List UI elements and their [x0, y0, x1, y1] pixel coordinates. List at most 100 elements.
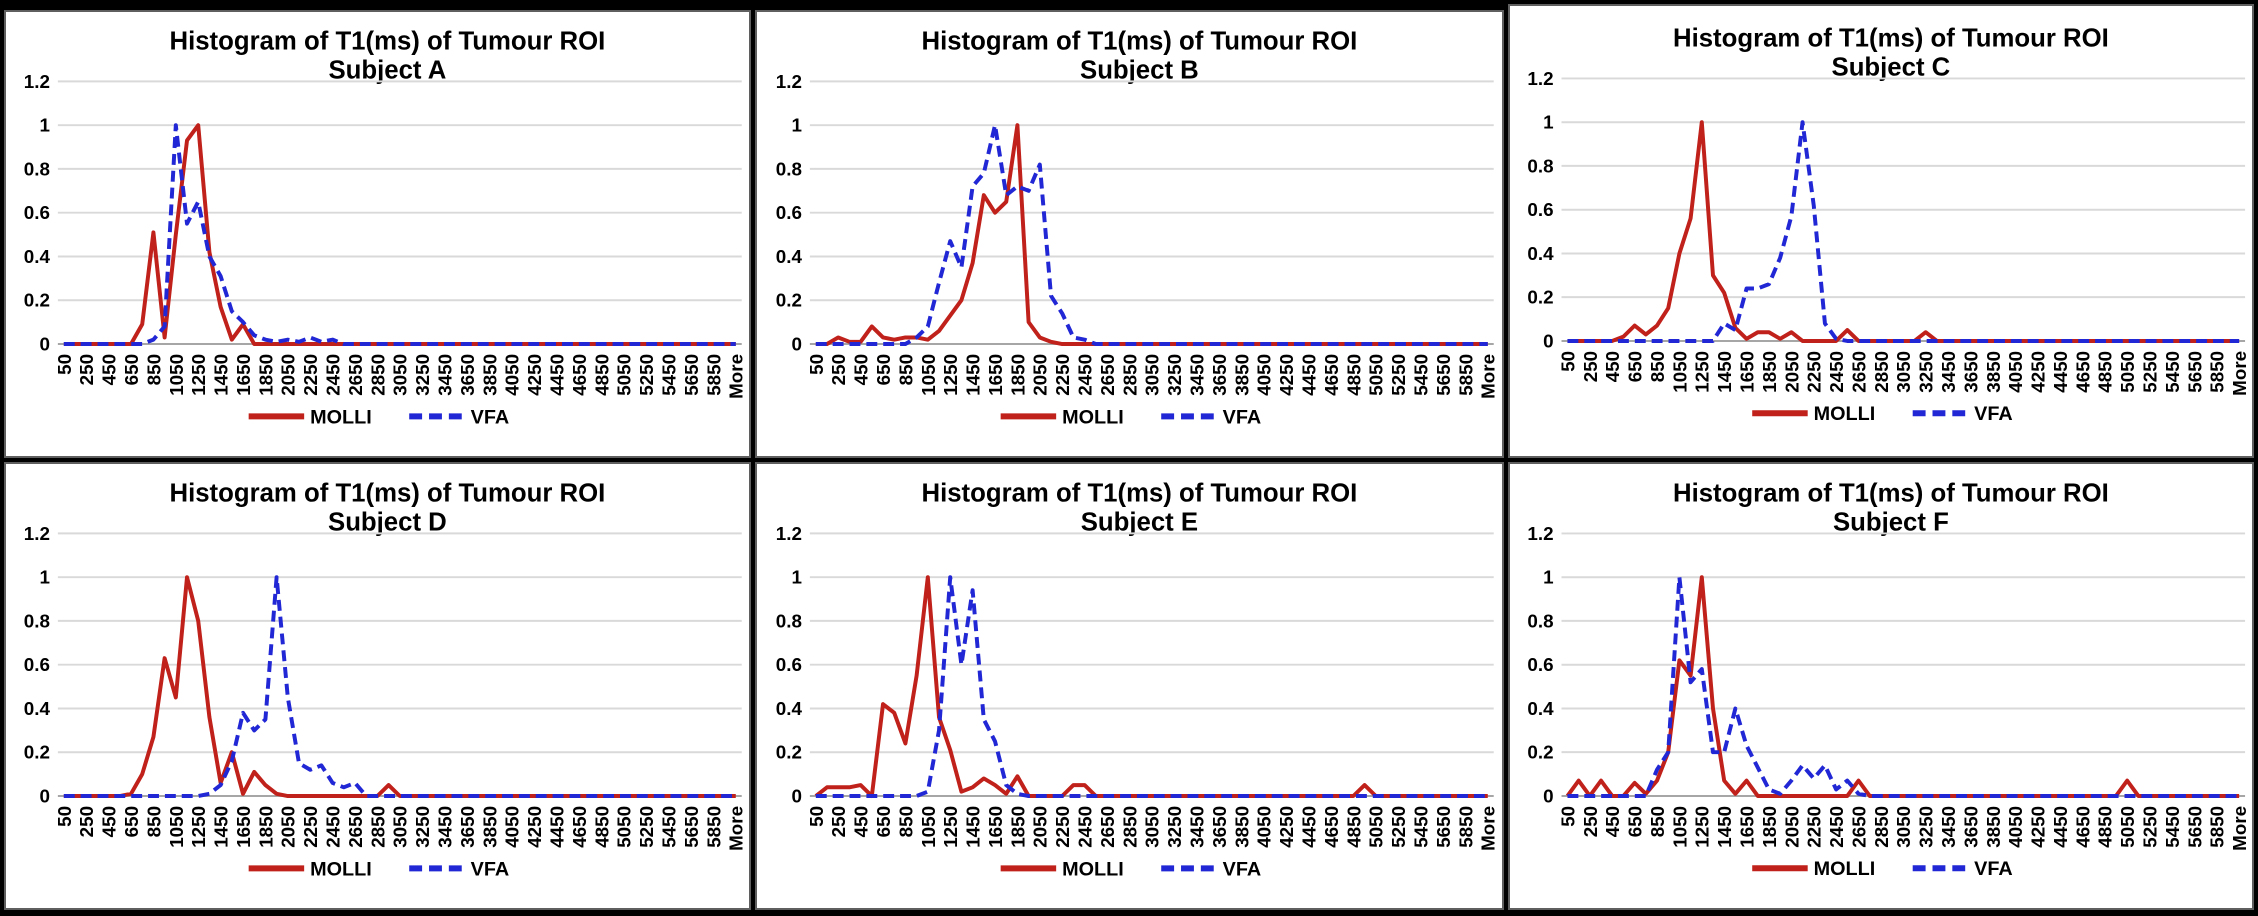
x-tick-label: 4850: [1343, 806, 1364, 848]
x-tick-label: 2050: [1030, 806, 1051, 848]
x-tick-label: 50: [1557, 351, 1578, 372]
x-tick-label: 1850: [1007, 354, 1028, 396]
x-tick-label: 850: [895, 806, 916, 837]
x-tick-label: 2050: [1781, 351, 1802, 393]
x-tick-label: 5450: [659, 354, 680, 396]
y-tick-label: 0.2: [776, 290, 802, 311]
x-tick-label: 1650: [1737, 806, 1758, 848]
y-tick-label: 0.6: [776, 654, 802, 675]
x-tick-label: 3050: [1893, 351, 1914, 393]
x-tick-label: 4650: [1321, 806, 1342, 848]
y-tick-label: 0.4: [776, 698, 803, 719]
x-tick-label: 3450: [435, 354, 456, 396]
x-tick-label: 3450: [1187, 354, 1208, 396]
x-tick-label: 4050: [502, 806, 523, 848]
x-tick-label: 2650: [345, 806, 366, 848]
x-tick-label: 650: [873, 354, 894, 385]
y-tick-label: 1: [39, 567, 49, 588]
x-tick-label: 2850: [1871, 351, 1892, 393]
y-tick-label: 0.6: [24, 202, 50, 223]
y-tick-label: 1: [791, 115, 801, 136]
legend-vfa-label: VFA: [1223, 406, 1262, 428]
y-tick-label: 0.2: [1527, 742, 1553, 763]
x-tick-label: 4450: [547, 354, 568, 396]
y-tick-label: 0.2: [1527, 287, 1553, 308]
x-tick-label: 4650: [2072, 806, 2093, 848]
chart-title: Histogram of T1(ms) of Tumour ROI: [1673, 25, 2109, 53]
chart-panel-subject-f: Histogram of T1(ms) of Tumour ROI Subject…: [1508, 462, 2254, 910]
x-tick-label: 1450: [211, 806, 232, 848]
y-tick-label: 0.2: [24, 742, 50, 763]
y-tick-label: 0.2: [776, 742, 802, 763]
y-tick-label: 0.6: [1527, 199, 1553, 220]
x-tick-label: 5450: [659, 806, 680, 848]
x-tick-label: 5450: [1411, 354, 1432, 396]
x-tick-label: 2450: [323, 806, 344, 848]
x-tick-label: 3850: [479, 806, 500, 848]
x-tick-label: 3050: [1142, 806, 1163, 848]
x-tick-label: 250: [828, 354, 849, 385]
x-tick-label: 3450: [1938, 351, 1959, 393]
x-tick-label: 4850: [591, 806, 612, 848]
x-tick-label: 5850: [2207, 806, 2228, 848]
x-tick-label: 5050: [1366, 806, 1387, 848]
x-tick-label: 2650: [1097, 806, 1118, 848]
y-tick-label: 0: [1543, 330, 1553, 351]
x-tick-label: 2450: [1075, 354, 1096, 396]
x-tick-label: 650: [121, 806, 142, 837]
legend-vfa-label: VFA: [471, 406, 510, 428]
x-tick-label: 250: [76, 806, 97, 837]
x-tick-label: 2450: [1826, 806, 1847, 848]
x-tick-label: 2850: [1119, 354, 1140, 396]
x-tick-label: 450: [99, 806, 120, 837]
x-tick-label: 2250: [1804, 806, 1825, 848]
x-tick-label: 1050: [166, 806, 187, 848]
x-tick-label: 1450: [1714, 351, 1735, 393]
chart-subtitle: Subject E: [1081, 508, 1198, 536]
y-tick-label: 0.6: [776, 202, 802, 223]
x-tick-label: 5450: [2162, 351, 2183, 393]
chart-title: Histogram of T1(ms) of Tumour ROI: [169, 28, 605, 56]
x-tick-label: 2050: [1781, 806, 1802, 848]
x-tick-label: 4450: [1299, 806, 1320, 848]
chart-svg-subject-d: Histogram of T1(ms) of Tumour ROISubject…: [24, 480, 747, 881]
x-tick-label: 50: [1557, 806, 1578, 827]
y-tick-label: 0.8: [24, 610, 50, 631]
vfa-line: [1567, 575, 2240, 798]
x-tick-label: 4050: [1254, 806, 1275, 848]
chart-panel-subject-c: Histogram of T1(ms) of Tumour ROI Subject…: [1508, 4, 2254, 458]
x-tick-label: 1250: [188, 354, 209, 396]
x-tick-label: 2450: [323, 354, 344, 396]
x-tick-label: 1650: [1737, 351, 1758, 393]
y-tick-label: 1.2: [1527, 523, 1553, 544]
x-tick-label: 4450: [1299, 354, 1320, 396]
y-tick-label: 0.8: [1527, 155, 1553, 176]
y-tick-label: 0: [39, 333, 49, 354]
legend: MOLLI VFA: [248, 858, 509, 880]
x-tick-label: 3650: [1960, 806, 1981, 848]
x-tick-label: 3250: [1916, 806, 1937, 848]
x-tick-label: 50: [54, 806, 75, 827]
x-tick-label: 650: [873, 806, 894, 837]
x-tick-label: 2250: [1052, 806, 1073, 848]
chart-panel-subject-d: Histogram of T1(ms) of Tumour ROI Subject…: [4, 462, 751, 910]
x-tick-label: 1050: [1669, 351, 1690, 393]
x-tick-label: 1650: [233, 806, 254, 848]
legend: MOLLI VFA: [1752, 858, 2013, 880]
x-tick-label: 3450: [1938, 806, 1959, 848]
x-tick-label: 4450: [547, 806, 568, 848]
chart-subtitle: Subject B: [1080, 56, 1199, 84]
x-tick-label: 5050: [2117, 351, 2138, 393]
legend: MOLLI VFA: [1000, 858, 1261, 880]
y-tick-label: 1: [39, 115, 49, 136]
x-tick-label: 3650: [1209, 806, 1230, 848]
x-tick-label: 1850: [1759, 806, 1780, 848]
x-tick-label: 650: [1625, 806, 1646, 837]
x-tick-label: 1250: [940, 806, 961, 848]
x-tick-label: 3850: [1231, 354, 1252, 396]
x-tick-label: 4850: [591, 354, 612, 396]
vfa-line: [815, 123, 1488, 346]
x-tick-label: 3850: [1231, 806, 1252, 848]
x-tick-label: 850: [143, 354, 164, 385]
chart-subtitle: Subject D: [328, 508, 447, 536]
